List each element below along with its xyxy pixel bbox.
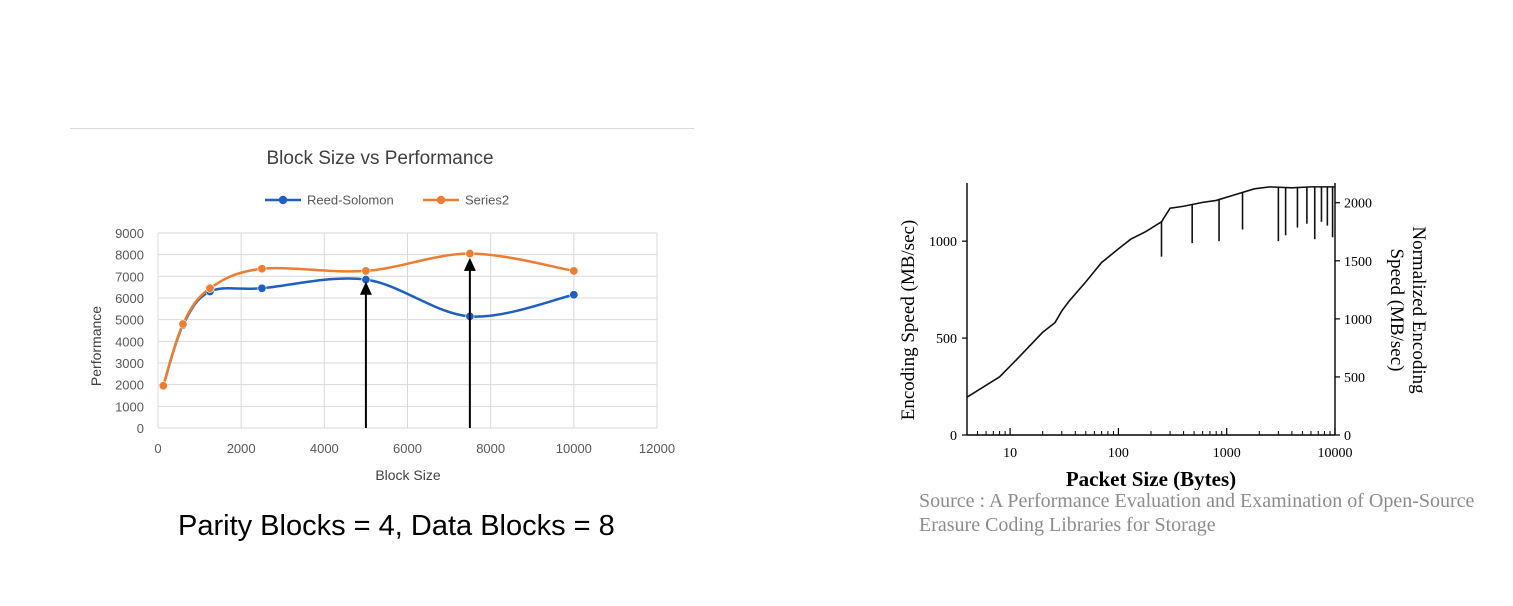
chart-top-rule — [70, 128, 694, 129]
x-tick-label: 12000 — [639, 441, 675, 456]
x-tick-label: 100 — [1108, 446, 1129, 461]
right-y-axis-label-line1: Normalized Encoding — [1408, 226, 1429, 394]
x-tick-label: 6000 — [393, 441, 422, 456]
right-y-axis-label-line2: Speed (MB/sec) — [1386, 249, 1407, 372]
y-tick-label: 8000 — [115, 248, 144, 263]
x-tick-label: 4000 — [310, 441, 339, 456]
y-axis-ticks: 0 500 1000 — [929, 235, 967, 444]
y-tick-label: 3000 — [115, 356, 144, 371]
x-tick-label: 2000 — [227, 441, 256, 456]
y-tick-label: 1000 — [929, 235, 957, 250]
source-note: Source : A Performance Evaluation and Ex… — [919, 490, 1475, 536]
x-tick-label: 10000 — [556, 441, 592, 456]
block-size-chart: Block Size vs Performance Reed-Solomon Se… — [88, 148, 675, 483]
y-axis-ticks: 0 1000 2000 3000 4000 5000 6000 7000 8000 9000 — [115, 226, 144, 436]
annotation-arrows — [359, 257, 476, 428]
chart-legend: Reed-Solomon Series2 — [265, 193, 509, 208]
gridlines — [157, 232, 658, 429]
y-axis-label: Encoding Speed (MB/sec) — [898, 220, 919, 421]
y-tick-label: 4000 — [115, 334, 144, 349]
y-tick-label: 5000 — [115, 313, 144, 328]
x-axis-label: Block Size — [375, 467, 441, 483]
right-y-tick-label: 0 — [1344, 429, 1351, 444]
data-point — [205, 283, 215, 293]
legend-swatch-marker — [278, 195, 288, 205]
data-point — [158, 381, 168, 391]
series-lines — [158, 249, 579, 391]
data-point — [465, 249, 475, 259]
series-line — [966, 186, 1335, 398]
y-tick-label: 7000 — [115, 269, 144, 284]
chart-axes — [966, 183, 1336, 436]
data-point — [361, 266, 371, 276]
chart-title: Block Size vs Performance — [266, 148, 493, 169]
x-axis-ticks: 0 2000 4000 6000 8000 10000 12000 — [154, 441, 675, 456]
data-point — [569, 266, 579, 276]
x-axis-label: Packet Size (Bytes) — [1066, 467, 1236, 490]
right-y-tick-label: 1500 — [1344, 255, 1372, 270]
data-point — [569, 290, 579, 300]
data-point — [257, 283, 267, 293]
right-y-tick-label: 1000 — [1344, 313, 1372, 328]
x-tick-label: 8000 — [476, 441, 505, 456]
arrow-head — [463, 257, 476, 271]
x-tick-label: 10000 — [1318, 446, 1353, 461]
y-tick-label: 9000 — [115, 226, 144, 241]
x-tick-label: 0 — [154, 441, 161, 456]
legend-swatch-marker — [436, 195, 446, 205]
data-point — [257, 264, 267, 274]
right-y-tick-label: 2000 — [1344, 197, 1372, 212]
arrow-head — [359, 281, 372, 295]
x-tick-label: 10 — [1003, 446, 1017, 461]
slide-caption: Parity Blocks = 4, Data Blocks = 8 — [178, 510, 615, 542]
y-tick-label: 0 — [137, 421, 144, 436]
packet-size-chart: 0 500 1000 0 500 1000 1500 2000 10 100 1000 10000… — [898, 183, 1429, 490]
y-tick-label: 0 — [950, 429, 957, 444]
y-tick-label: 6000 — [115, 291, 144, 306]
encoding-speed-line — [966, 186, 1335, 398]
legend-label: Reed-Solomon — [307, 193, 394, 208]
y-tick-label: 1000 — [115, 399, 144, 414]
right-y-tick-label: 500 — [1344, 371, 1365, 386]
x-axis-ticks: 10 100 1000 10000 — [966, 428, 1353, 461]
right-y-axis-ticks: 0 500 1000 1500 2000 — [1335, 197, 1372, 444]
y-tick-label: 2000 — [115, 378, 144, 393]
x-tick-label: 1000 — [1213, 446, 1241, 461]
y-axis-label: Performance — [88, 306, 104, 386]
data-point — [178, 319, 188, 329]
legend-label: Series2 — [465, 193, 509, 208]
y-tick-label: 500 — [936, 332, 957, 347]
